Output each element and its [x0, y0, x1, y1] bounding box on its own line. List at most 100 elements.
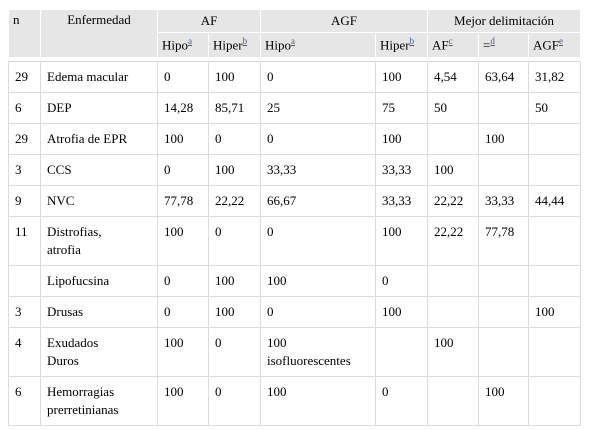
table-row: Lipofucsina 0 100 100 0	[8, 265, 582, 297]
header-text: Hipo	[265, 37, 291, 53]
table-cell: Hemorragias prerretinianas	[40, 376, 158, 426]
table-body: 29 Edema macular 0 100 0 100 4,54 63,64 31,82 6 DE…	[8, 58, 582, 426]
table-cell: 0	[260, 61, 376, 93]
header-cell: AGF	[259, 9, 429, 33]
header-text: Hipo	[162, 37, 188, 53]
table-cell: 0	[157, 154, 209, 186]
header-row: n Enfermedad AF AGF Mejor delimitación	[8, 9, 582, 58]
header-cell: Hiperb	[208, 32, 261, 58]
table-cell: 22,22	[427, 216, 480, 266]
table-cell: 9	[8, 185, 41, 217]
empty-cell	[427, 296, 480, 328]
empty-cell	[478, 154, 530, 186]
table-cell: 50	[528, 92, 582, 124]
header-cell: =d	[478, 32, 530, 58]
empty-cell	[528, 327, 582, 377]
table-cell: 33,33	[374, 154, 429, 186]
footnote-link[interactable]: a	[291, 36, 295, 47]
table-cell: 33,33	[478, 185, 530, 217]
table-cell: 50	[427, 92, 480, 124]
footnote-link[interactable]: b	[242, 36, 248, 47]
table-row: 29 Edema macular 0 100 0 100 4,54 63,64 31,82	[8, 61, 582, 93]
table-cell: 66,67	[260, 185, 376, 217]
empty-cell	[478, 265, 530, 297]
header-row: Hipoa Hiperb Hipoa Hiperb AFc =d AGFe	[9, 32, 582, 58]
table-cell: 6	[8, 92, 41, 124]
table-cell: 100	[260, 265, 376, 297]
empty-cell	[478, 92, 530, 124]
table-cell: 75	[374, 92, 429, 124]
footnote-link[interactable]: d	[490, 36, 495, 47]
table-cell: 0	[260, 216, 376, 266]
table-cell: 100	[374, 61, 429, 93]
table-row: 6 Hemorragias prerretinianas 100 0 100 0 100	[8, 376, 582, 426]
table-cell: 0	[157, 61, 209, 93]
footnote-link[interactable]: c	[448, 36, 453, 47]
table-cell: 100	[157, 327, 209, 377]
footnote-link[interactable]: e	[559, 36, 564, 47]
empty-cell	[8, 265, 41, 297]
table-cell: 0	[260, 123, 376, 155]
empty-cell	[374, 327, 429, 377]
table-cell: 77,78	[157, 185, 209, 217]
table-cell: 33,33	[374, 185, 429, 217]
table-cell: 33,33	[260, 154, 376, 186]
table-row: 3 Drusas 0 100 0 100 100	[8, 296, 582, 328]
table-cell: Drusas	[40, 296, 158, 328]
table-cell: 3	[8, 296, 41, 328]
empty-cell	[528, 265, 582, 297]
table-cell: Edema macular	[40, 61, 158, 93]
table-cell: 0	[208, 327, 261, 377]
table-cell: Lipofucsina	[40, 265, 158, 297]
empty-cell	[528, 376, 582, 426]
table-cell: 100	[208, 265, 261, 297]
header-text: =	[483, 37, 491, 53]
table-cell: 0	[157, 296, 209, 328]
table-cell: NVC	[40, 185, 158, 217]
table-cell: 100	[427, 327, 480, 377]
header-text: Hiper	[213, 37, 243, 53]
table-cell: Distrofias, atrofia	[40, 216, 158, 266]
table-cell: 100	[374, 216, 429, 266]
header-cell: Hipoa	[260, 32, 376, 58]
header-cell: n	[8, 9, 41, 58]
header-cell: Hiperb	[374, 32, 429, 58]
table-cell: 4,54	[427, 61, 480, 93]
table-cell: 100	[208, 154, 261, 186]
header-cell: Mejor delimitación	[427, 9, 582, 33]
empty-cell	[427, 123, 480, 155]
table-cell: 100	[208, 296, 261, 328]
table-cell: Exudados Duros	[40, 327, 158, 377]
table-cell: 25	[260, 92, 376, 124]
header-cell: AF	[157, 9, 261, 33]
table-cell: 44,44	[528, 185, 582, 217]
footnote-link[interactable]: a	[188, 36, 192, 47]
table-row: 3 CCS 0 100 33,33 33,33 100	[8, 154, 582, 186]
table-cell: 29	[8, 61, 41, 93]
header-text: AGF	[533, 37, 560, 53]
table-cell: 63,64	[478, 61, 530, 93]
table-cell: 0	[208, 376, 261, 426]
table-cell: 100	[427, 154, 480, 186]
table-cell: Atrofia de EPR	[40, 123, 158, 155]
table-cell: 100	[478, 123, 530, 155]
table-cell: 0	[208, 123, 261, 155]
table-row: 11 Distrofias, atrofia 100 0 0 100 22,22 77,78	[8, 216, 582, 266]
table-cell: 100	[157, 376, 209, 426]
table-cell: 100	[374, 123, 429, 155]
header-cell: Hipoa	[157, 32, 209, 58]
table-row: 29 Atrofia de EPR 100 0 0 100 100	[8, 123, 582, 155]
table-cell: 100	[157, 216, 209, 266]
table-cell: 11	[8, 216, 41, 266]
table-cell: 0	[374, 376, 429, 426]
table-cell: 85,71	[208, 92, 261, 124]
footnote-link[interactable]: b	[409, 36, 415, 47]
table-cell: 0	[260, 296, 376, 328]
table-cell: 22,22	[208, 185, 261, 217]
table-cell: 6	[8, 376, 41, 426]
table-cell: 31,82	[528, 61, 582, 93]
empty-cell	[427, 265, 480, 297]
table-cell: 4	[8, 327, 41, 377]
empty-cell	[528, 154, 582, 186]
